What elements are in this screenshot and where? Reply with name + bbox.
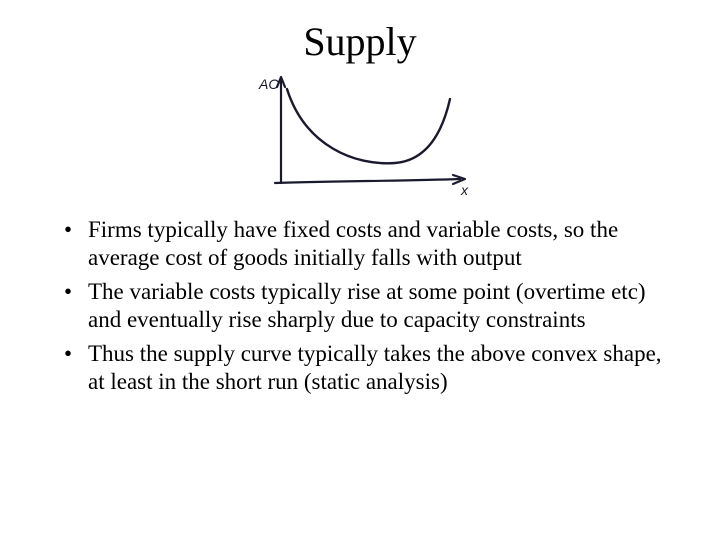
bullet-item: Thus the supply curve typically takes th… — [60, 340, 680, 396]
ac-curve-chart: AC x — [245, 71, 475, 196]
bullet-item: Firms typically have fixed costs and var… — [60, 216, 680, 272]
bullet-item: The variable costs typically rise at som… — [60, 278, 680, 334]
bullet-list: Firms typically have fixed costs and var… — [60, 216, 680, 396]
slide-title: Supply — [0, 0, 720, 65]
chart-container: AC x — [0, 71, 720, 196]
chart-bg — [245, 71, 475, 196]
y-axis-label: AC — [258, 76, 279, 92]
x-axis-label: x — [460, 182, 469, 196]
slide: Supply AC x Firms typically have fixed c… — [0, 0, 720, 540]
